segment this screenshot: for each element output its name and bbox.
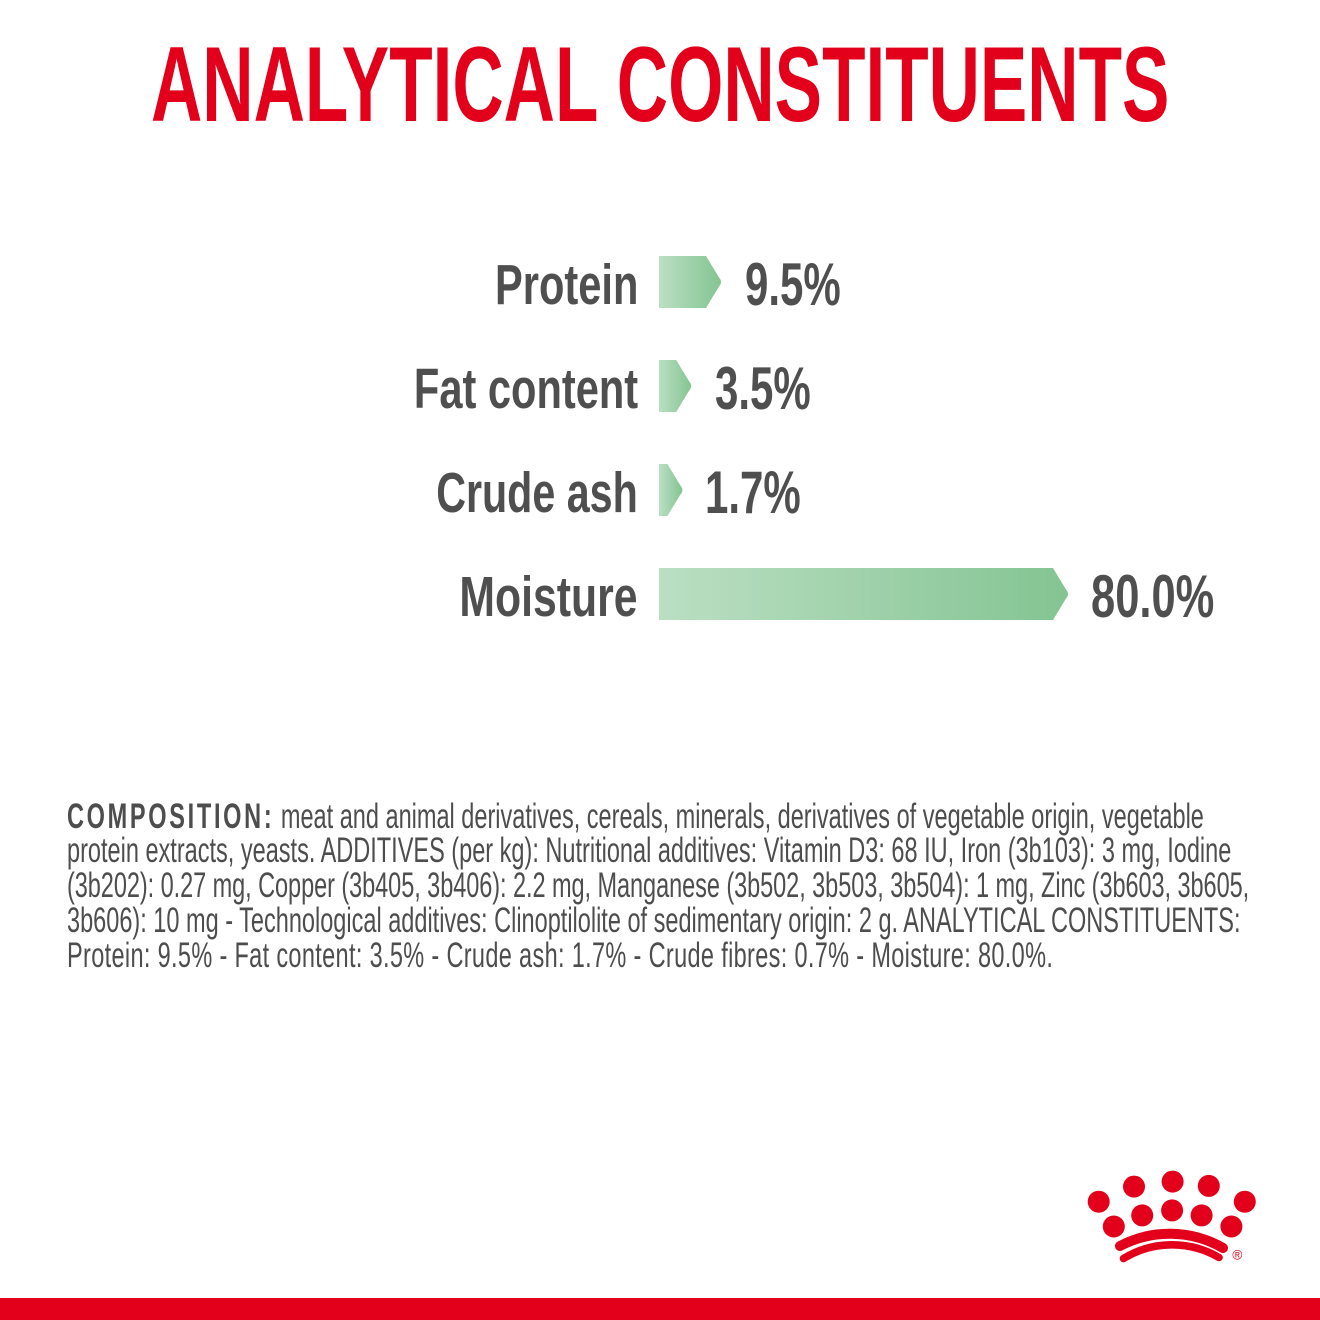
svg-text:®: ® [1232,1248,1242,1263]
